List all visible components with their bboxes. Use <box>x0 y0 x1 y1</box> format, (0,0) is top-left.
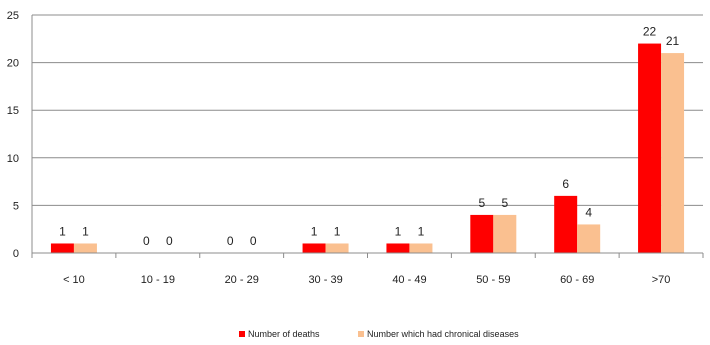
data-label: 5 <box>478 196 485 210</box>
x-axis <box>31 15 704 258</box>
data-label: 0 <box>166 234 173 248</box>
legend-label-chronical: Number which had chronical diseases <box>367 329 519 339</box>
data-label: 1 <box>311 224 318 238</box>
legend: Number of deaths Number which had chroni… <box>239 329 519 339</box>
bar-deaths <box>638 43 662 254</box>
y-tick-label: 10 <box>7 153 19 165</box>
bars <box>50 43 685 254</box>
data-label: 1 <box>82 224 89 238</box>
x-tick-label: 60 - 69 <box>560 274 594 286</box>
bar-deaths <box>470 214 494 253</box>
bar-deaths <box>386 243 410 253</box>
y-tick-label: 25 <box>7 10 19 22</box>
data-label: 0 <box>227 234 234 248</box>
bar-chronical <box>325 243 349 253</box>
bar-deaths <box>554 195 578 253</box>
bar-chronical <box>73 243 97 253</box>
x-tick-label: 20 - 29 <box>225 274 259 286</box>
data-label: 5 <box>501 196 508 210</box>
x-tick-label: 50 - 59 <box>476 274 510 286</box>
data-label: 0 <box>143 234 150 248</box>
y-tick-label: 0 <box>13 248 19 260</box>
data-label: 4 <box>585 205 592 219</box>
gridlines <box>32 14 703 254</box>
bar-chronical <box>577 224 601 253</box>
data-label: 22 <box>643 25 657 39</box>
y-tick-label: 20 <box>7 58 19 70</box>
x-tick-label: 30 - 39 <box>308 274 342 286</box>
bar-chronical <box>409 243 433 253</box>
data-label: 0 <box>250 234 257 248</box>
y-tick-label: 5 <box>13 200 19 212</box>
y-tick-label: 15 <box>7 105 19 117</box>
x-tick-label: < 10 <box>63 274 85 286</box>
data-label: 1 <box>334 224 341 238</box>
bar-chronical <box>493 214 517 253</box>
x-tick-label: 10 - 19 <box>141 274 175 286</box>
bar-deaths <box>50 243 74 253</box>
x-axis-tick-labels: < 10 10 - 19 20 - 29 30 - 39 40 - 49 50 - 59 6… <box>63 274 670 286</box>
data-label: 1 <box>59 224 66 238</box>
bar-deaths <box>302 243 326 253</box>
legend-swatch-deaths <box>239 331 245 337</box>
data-labels: 1 0 0 1 1 5 6 22 1 0 0 1 1 5 4 21 <box>59 25 679 248</box>
legend-label-deaths: Number of deaths <box>248 329 320 339</box>
x-tick-label: >70 <box>652 274 671 286</box>
data-label: 1 <box>395 224 402 238</box>
data-label: 21 <box>666 34 680 48</box>
bar-chronical <box>661 53 685 253</box>
data-label: 1 <box>418 224 425 238</box>
legend-swatch-chronical <box>358 331 364 337</box>
data-label: 6 <box>562 177 569 191</box>
x-tick-label: 40 - 49 <box>392 274 426 286</box>
y-axis-tick-labels: 0 5 10 15 20 25 <box>7 10 19 260</box>
